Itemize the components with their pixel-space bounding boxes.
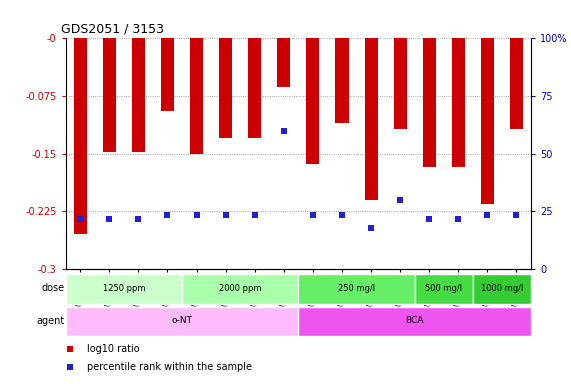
- Text: dose: dose: [41, 283, 64, 293]
- Text: BCA: BCA: [405, 316, 424, 326]
- Bar: [219, 38, 232, 138]
- Bar: [182, 274, 298, 304]
- Bar: [66, 307, 298, 336]
- Bar: [473, 274, 531, 304]
- Text: agent: agent: [36, 316, 64, 326]
- Bar: [278, 38, 290, 87]
- Text: log10 ratio: log10 ratio: [87, 344, 139, 354]
- Text: 2000 ppm: 2000 ppm: [219, 284, 262, 293]
- Bar: [74, 38, 87, 234]
- Text: 500 mg/l: 500 mg/l: [425, 284, 463, 293]
- Bar: [307, 38, 319, 164]
- Bar: [103, 38, 116, 152]
- Bar: [452, 38, 465, 167]
- Bar: [161, 38, 174, 111]
- Text: 1250 ppm: 1250 ppm: [103, 284, 145, 293]
- Bar: [481, 38, 494, 204]
- Bar: [510, 38, 523, 129]
- Bar: [335, 38, 348, 123]
- Text: 1000 mg/l: 1000 mg/l: [481, 284, 523, 293]
- Bar: [393, 38, 407, 129]
- Text: o-NT: o-NT: [171, 316, 192, 326]
- Bar: [298, 307, 531, 336]
- Bar: [248, 38, 262, 138]
- Bar: [423, 38, 436, 167]
- Bar: [298, 274, 415, 304]
- Bar: [132, 38, 145, 152]
- Bar: [190, 38, 203, 154]
- Text: 250 mg/l: 250 mg/l: [338, 284, 375, 293]
- Text: GDS2051 / 3153: GDS2051 / 3153: [61, 23, 164, 36]
- Text: percentile rank within the sample: percentile rank within the sample: [87, 362, 252, 372]
- Bar: [415, 274, 473, 304]
- Bar: [364, 38, 377, 200]
- Bar: [66, 274, 182, 304]
